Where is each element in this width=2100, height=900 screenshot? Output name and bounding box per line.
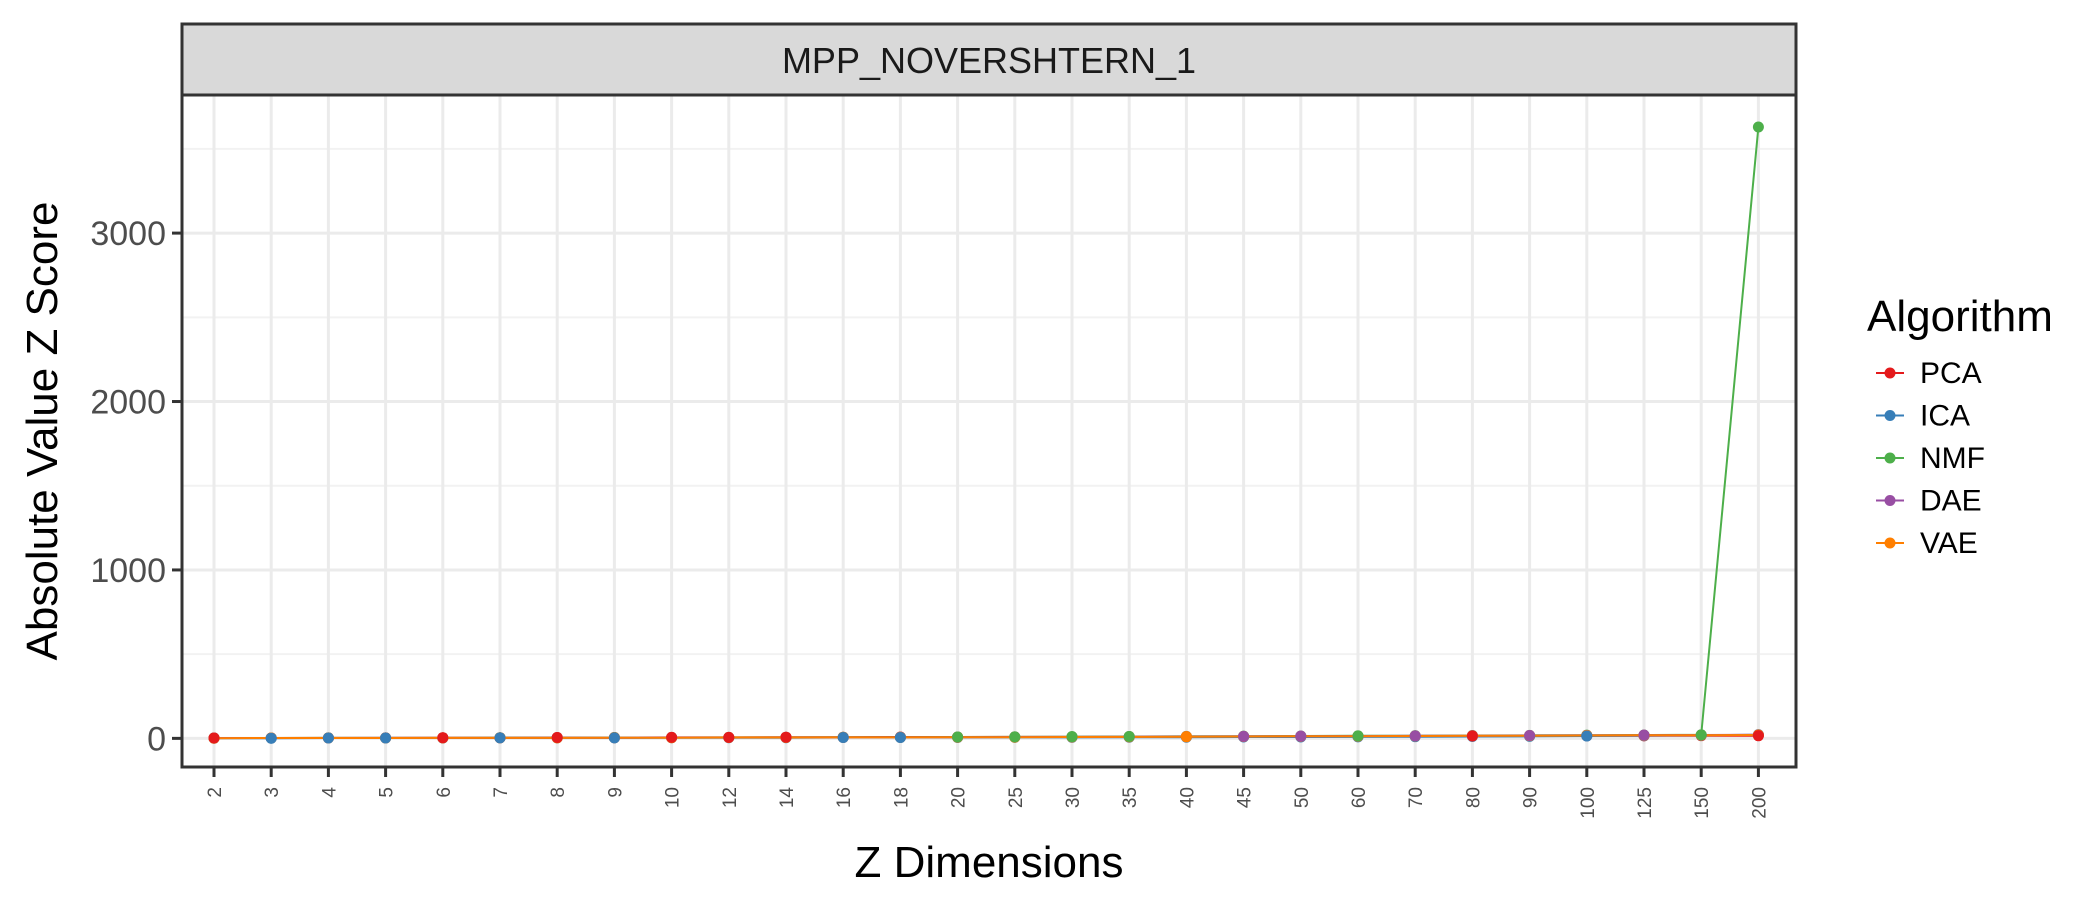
data-point-pca: [723, 731, 735, 743]
data-point-pca: [780, 731, 792, 743]
chart-title: MPP_NOVERSHTERN_1: [782, 40, 1196, 81]
data-point-dae: [1409, 730, 1421, 742]
data-point-ica: [494, 732, 506, 744]
data-point-pca: [551, 732, 563, 744]
x-tick-label: 60: [1349, 787, 1370, 808]
y-tick-label: 1000: [90, 552, 166, 590]
series-points: [208, 121, 1764, 744]
data-point-pca: [437, 732, 449, 744]
x-tick-label: 20: [949, 787, 970, 808]
x-tick-label: 125: [1635, 787, 1656, 819]
data-point-pca: [208, 732, 220, 744]
y-tick-label: 0: [147, 720, 166, 758]
data-point-ica: [837, 732, 849, 744]
x-tick-label: 25: [1006, 787, 1027, 808]
x-tick-label: 35: [1120, 787, 1141, 808]
data-point-ica: [265, 732, 277, 744]
x-tick-label: 45: [1235, 787, 1256, 808]
data-point-pca: [666, 731, 678, 743]
y-axis-title: Absolute Value Z Score: [18, 202, 67, 661]
x-tick-label: 9: [605, 787, 626, 798]
legend-label-ica: ICA: [1920, 400, 1970, 433]
x-tick-label: 14: [777, 787, 798, 809]
x-tick-label: 200: [1749, 787, 1770, 819]
x-tick-label: 50: [1292, 787, 1313, 808]
x-tick-label: 5: [377, 787, 398, 798]
series-lines: [213, 126, 1760, 740]
x-tick-label: 7: [491, 787, 512, 798]
data-point-nmf: [952, 731, 964, 743]
x-tick-label: 40: [1177, 787, 1198, 808]
x-tick-label: 18: [891, 787, 912, 808]
x-tick-label: 10: [663, 787, 684, 808]
legend-label-pca: PCA: [1920, 357, 1982, 390]
x-tick-label: 70: [1406, 787, 1427, 808]
x-tick-label: 12: [720, 787, 741, 808]
x-tick-label: 2: [205, 787, 226, 798]
legend-label-vae: VAE: [1920, 527, 1978, 560]
major-gridlines: [182, 95, 1796, 767]
data-point-nmf: [1009, 731, 1021, 743]
x-tick-label: 100: [1578, 787, 1599, 819]
data-point-ica: [322, 732, 334, 744]
data-point-nmf: [1752, 121, 1764, 133]
plot-panel: [182, 95, 1796, 767]
data-point-ica: [608, 732, 620, 744]
legend-key-point: [1884, 452, 1896, 464]
data-point-nmf: [1695, 729, 1707, 741]
data-point-dae: [1238, 730, 1250, 742]
data-point-ica: [894, 732, 906, 744]
legend-key-point: [1884, 495, 1896, 506]
legend-label-nmf: NMF: [1920, 442, 1985, 475]
x-tick-label: 3: [262, 787, 283, 798]
x-tick-label: 150: [1692, 787, 1713, 819]
data-point-dae: [1524, 730, 1536, 742]
data-point-ica: [1581, 730, 1593, 742]
y-axis: 0 1000 2000 3000: [90, 215, 182, 758]
x-tick-label: 90: [1521, 787, 1542, 808]
minor-gridlines: [182, 147, 1796, 656]
data-point-dae: [1638, 729, 1650, 741]
data-point-nmf: [1066, 731, 1078, 743]
legend: PCA ICA NMF DAE VAE: [1876, 357, 1985, 560]
legend-title: Algorithm: [1867, 292, 2053, 341]
data-point-nmf: [1352, 730, 1364, 742]
series-line-vae: [213, 734, 1759, 740]
x-tick-label: 8: [548, 787, 569, 798]
y-tick-label: 2000: [90, 384, 166, 422]
x-tick-label: 30: [1063, 787, 1084, 808]
data-point-pca: [1752, 730, 1764, 742]
data-point-dae: [1295, 730, 1307, 742]
data-point-pca: [1466, 730, 1478, 742]
legend-label-dae: DAE: [1920, 485, 1982, 518]
facet-strip: [180, 22, 1798, 97]
x-axis: 2 3 4 5 6 7 8 9 10 12 14 16 18 20 25 30 35 40 45 50 60 70 80 90…: [205, 767, 1770, 819]
plot-border: [180, 93, 1798, 769]
x-tick-label: 16: [834, 787, 855, 808]
y-tick-label: 3000: [90, 215, 166, 253]
x-tick-label: 6: [434, 787, 455, 798]
x-axis-title: Z Dimensions: [855, 838, 1124, 887]
legend-key-point: [1884, 367, 1896, 379]
x-tick-label: 4: [319, 787, 340, 798]
legend-key-point: [1884, 410, 1896, 421]
data-point-vae: [1180, 731, 1192, 743]
data-point-ica: [380, 732, 392, 744]
data-point-nmf: [1123, 731, 1135, 743]
x-tick-label: 80: [1463, 787, 1484, 808]
legend-key-point: [1884, 537, 1896, 549]
